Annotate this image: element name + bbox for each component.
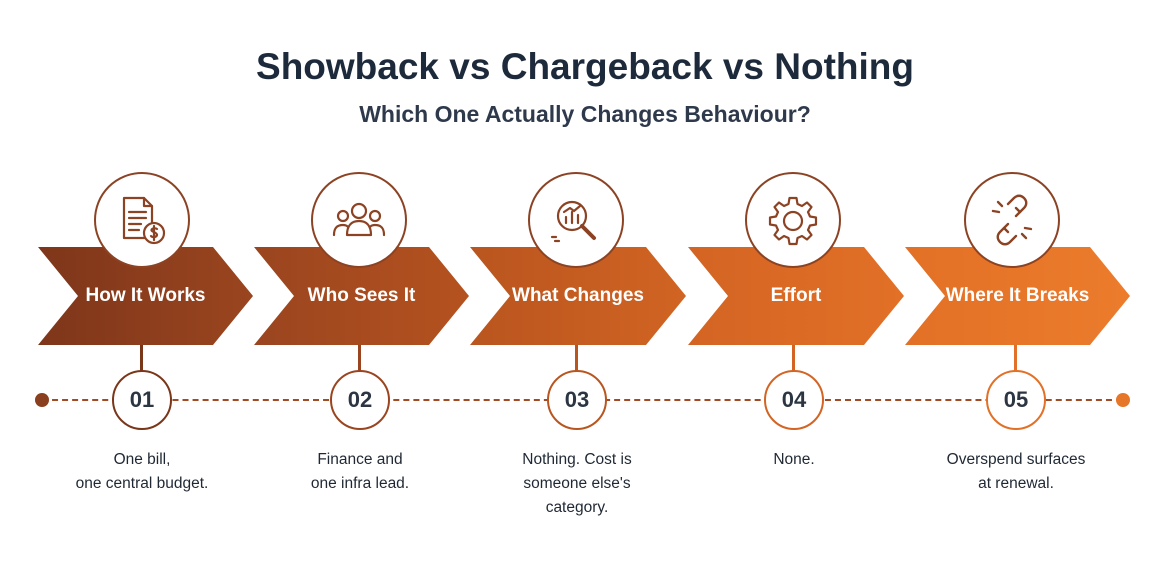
step-5-number: 05 (986, 370, 1046, 430)
invoice-dollar-icon (122, 196, 166, 245)
step-3-number: 03 (547, 370, 607, 430)
step-2-description: Finance and one infra lead. (260, 448, 460, 496)
timeline-end-dot (1116, 393, 1130, 407)
step-2-icon-circle (311, 172, 407, 268)
people-group-icon (332, 202, 386, 237)
description-line: One bill, (113, 451, 171, 468)
step-4-label: Effort (770, 285, 822, 306)
step-5-connector (1014, 345, 1017, 373)
step-1-label: How It Works (85, 285, 206, 306)
description-line: one central budget. (75, 475, 209, 492)
page-title: Showback vs Chargeback vs Nothing (256, 46, 914, 87)
step-5-label: Where It Breaks (945, 285, 1090, 306)
step-5-icon-circle (964, 172, 1060, 268)
description-line: at renewal. (978, 475, 1054, 492)
broken-chain-icon (991, 194, 1033, 246)
chart-magnifier-icon (550, 200, 596, 243)
step-1-number: 01 (112, 370, 172, 430)
step-1-connector (140, 345, 143, 373)
step-1-description: One bill, one central budget. (42, 448, 242, 496)
step-1-icon-circle (94, 172, 190, 268)
step-5-description: Overspend surfaces at renewal. (916, 448, 1116, 496)
description-line: category. (545, 499, 609, 516)
description-line: None. (773, 451, 815, 468)
step-2-connector (358, 345, 361, 373)
step-4-connector (792, 345, 795, 373)
step-2-label: Who Sees It (307, 285, 416, 306)
step-4-icon-circle (745, 172, 841, 268)
description-line: one infra lead. (310, 475, 410, 492)
page-subtitle: Which One Actually Changes Behaviour? (359, 101, 811, 127)
step-3-connector (575, 345, 578, 373)
timeline-start-dot (35, 393, 49, 407)
step-4-description: None. (694, 448, 894, 472)
step-3-icon-circle (528, 172, 624, 268)
description-line: someone else's (523, 475, 631, 492)
step-2-number: 02 (330, 370, 390, 430)
step-4-number: 04 (764, 370, 824, 430)
gear-icon (768, 196, 818, 246)
description-line: Overspend surfaces (946, 451, 1086, 468)
step-3-label: What Changes (512, 285, 644, 306)
description-line: Finance and (317, 451, 403, 468)
description-line: Nothing. Cost is (522, 451, 632, 468)
step-3-description: Nothing. Cost is someone else's category… (477, 448, 677, 520)
